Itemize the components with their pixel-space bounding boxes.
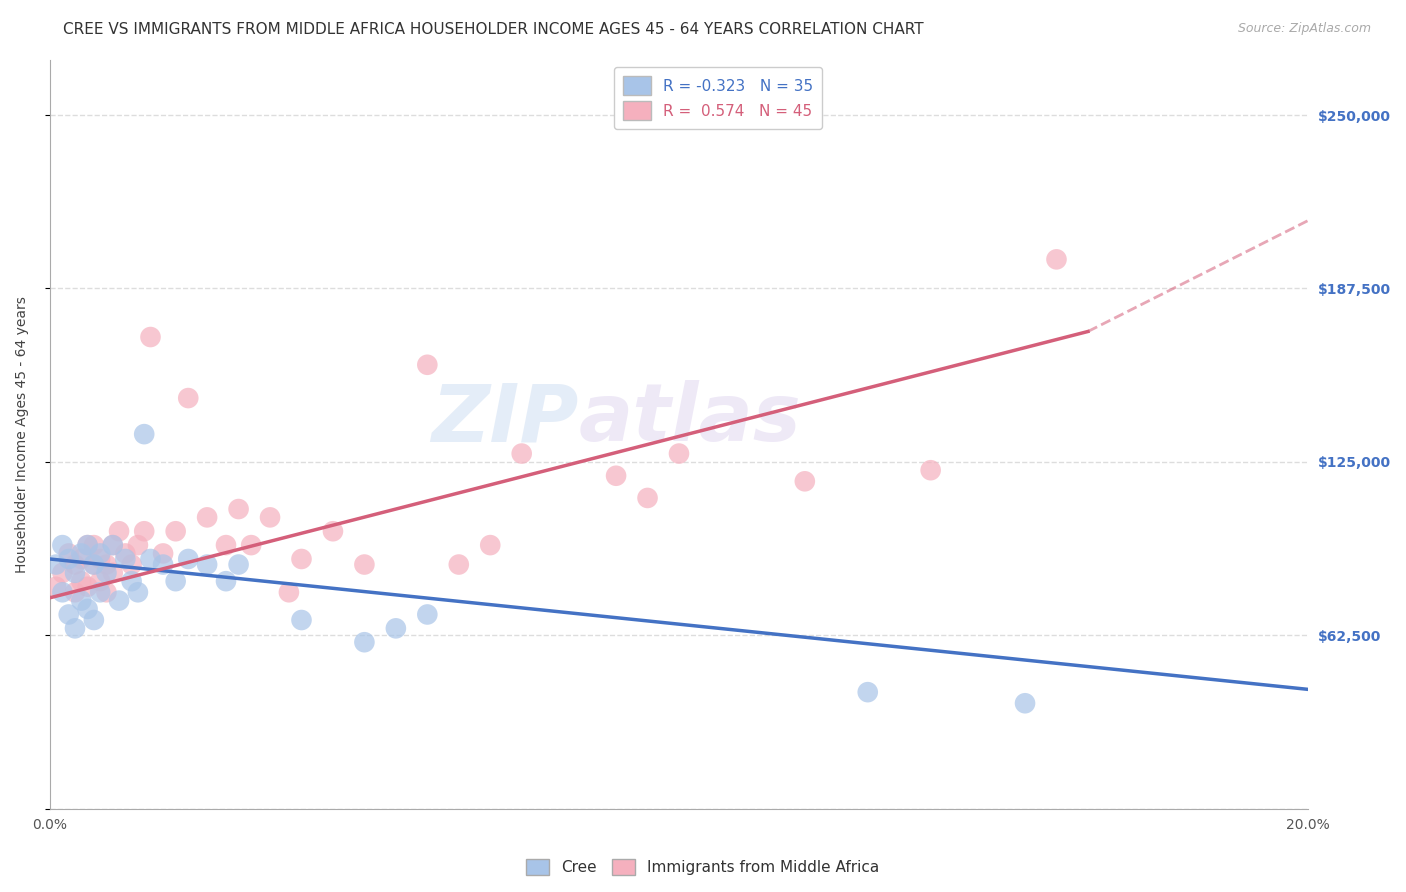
Point	[114, 546, 136, 560]
Point	[228, 558, 250, 572]
Point	[637, 491, 659, 505]
Point	[83, 538, 105, 552]
Point	[134, 427, 156, 442]
Point	[108, 524, 131, 539]
Point	[89, 546, 111, 560]
Point	[58, 607, 80, 622]
Point	[385, 621, 408, 635]
Point	[152, 558, 174, 572]
Point	[165, 574, 187, 589]
Point	[121, 558, 143, 572]
Text: atlas: atlas	[578, 380, 801, 458]
Point	[1045, 252, 1067, 267]
Point	[101, 538, 124, 552]
Point	[76, 538, 98, 552]
Point	[58, 546, 80, 560]
Point	[96, 566, 118, 580]
Point	[177, 552, 200, 566]
Legend: R = -0.323   N = 35, R =  0.574   N = 45: R = -0.323 N = 35, R = 0.574 N = 45	[614, 67, 823, 129]
Point	[290, 552, 312, 566]
Point	[134, 524, 156, 539]
Point	[63, 585, 86, 599]
Point	[51, 538, 73, 552]
Point	[353, 558, 375, 572]
Point	[277, 585, 299, 599]
Point	[83, 558, 105, 572]
Point	[101, 538, 124, 552]
Point	[228, 502, 250, 516]
Point	[793, 475, 815, 489]
Point	[70, 552, 93, 566]
Point	[89, 574, 111, 589]
Point	[76, 580, 98, 594]
Point	[920, 463, 942, 477]
Point	[177, 391, 200, 405]
Point	[322, 524, 344, 539]
Y-axis label: Householder Income Ages 45 - 64 years: Householder Income Ages 45 - 64 years	[15, 296, 30, 573]
Legend: Cree, Immigrants from Middle Africa: Cree, Immigrants from Middle Africa	[522, 855, 884, 880]
Point	[70, 546, 93, 560]
Point	[51, 566, 73, 580]
Point	[108, 593, 131, 607]
Text: Source: ZipAtlas.com: Source: ZipAtlas.com	[1237, 22, 1371, 36]
Point	[101, 566, 124, 580]
Point	[240, 538, 263, 552]
Point	[58, 552, 80, 566]
Point	[45, 580, 67, 594]
Point	[121, 574, 143, 589]
Point	[215, 574, 238, 589]
Text: ZIP: ZIP	[432, 380, 578, 458]
Point	[215, 538, 238, 552]
Point	[165, 524, 187, 539]
Point	[63, 558, 86, 572]
Point	[45, 558, 67, 572]
Point	[353, 635, 375, 649]
Point	[290, 613, 312, 627]
Point	[416, 358, 439, 372]
Point	[70, 593, 93, 607]
Text: CREE VS IMMIGRANTS FROM MIDDLE AFRICA HOUSEHOLDER INCOME AGES 45 - 64 YEARS CORR: CREE VS IMMIGRANTS FROM MIDDLE AFRICA HO…	[63, 22, 924, 37]
Point	[83, 613, 105, 627]
Point	[127, 538, 149, 552]
Point	[195, 558, 218, 572]
Point	[510, 446, 533, 460]
Point	[139, 330, 162, 344]
Point	[63, 621, 86, 635]
Point	[447, 558, 470, 572]
Point	[63, 566, 86, 580]
Point	[127, 585, 149, 599]
Point	[856, 685, 879, 699]
Point	[479, 538, 502, 552]
Point	[605, 468, 627, 483]
Point	[83, 558, 105, 572]
Point	[96, 585, 118, 599]
Point	[76, 602, 98, 616]
Point	[416, 607, 439, 622]
Point	[152, 546, 174, 560]
Point	[114, 552, 136, 566]
Point	[96, 558, 118, 572]
Point	[76, 538, 98, 552]
Point	[259, 510, 281, 524]
Point	[668, 446, 690, 460]
Point	[51, 585, 73, 599]
Point	[89, 585, 111, 599]
Point	[70, 574, 93, 589]
Point	[89, 552, 111, 566]
Point	[195, 510, 218, 524]
Point	[139, 552, 162, 566]
Point	[1014, 696, 1036, 710]
